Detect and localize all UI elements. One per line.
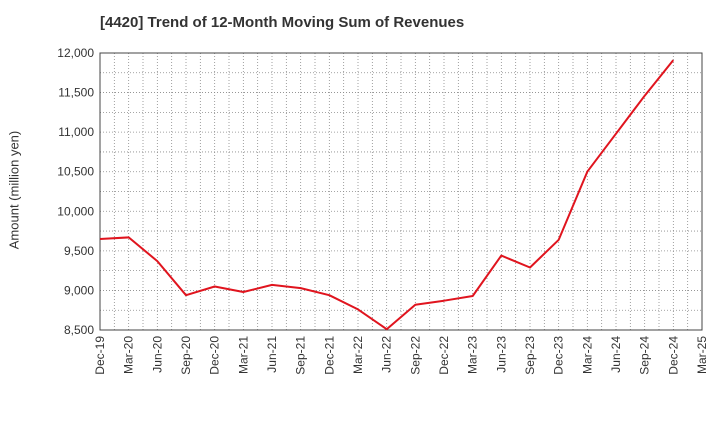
x-tick-label: Sep-20 <box>179 336 193 375</box>
y-tick-label: 10,000 <box>57 204 94 218</box>
x-tick-label: Dec-22 <box>437 336 451 375</box>
series-layer <box>99 59 675 331</box>
chart-title: [4420] Trend of 12-Month Moving Sum of R… <box>100 14 465 31</box>
x-tick-label: Sep-24 <box>638 336 652 375</box>
y-tick-label: 10,500 <box>57 165 94 179</box>
x-tick-label: Dec-19 <box>93 336 107 375</box>
x-tick-label: Jun-20 <box>150 336 164 373</box>
grid-lines <box>100 53 702 330</box>
x-tick-label: Jun-23 <box>494 336 508 373</box>
x-tick-label: Sep-22 <box>408 336 422 375</box>
y-tick-label: 11,500 <box>58 86 94 100</box>
x-tick-label: Mar-22 <box>351 336 365 374</box>
y-tick-label: 9,500 <box>64 244 94 258</box>
x-tick-label: Sep-21 <box>294 336 308 375</box>
x-tick-label: Jun-22 <box>380 336 394 373</box>
x-tick-label: Mar-23 <box>466 336 480 374</box>
series-line <box>99 59 675 331</box>
plot-area <box>99 52 703 331</box>
x-tick-label: Jun-21 <box>265 336 279 373</box>
x-axis-ticks: Dec-19 Mar-20 Jun-20 Sep-20 Dec-20 Mar-21 Jun-… <box>93 336 709 375</box>
x-tick-label: Jun-24 <box>609 336 623 373</box>
y-tick-label: 8,500 <box>64 323 94 337</box>
x-tick-label: Dec-20 <box>208 336 222 375</box>
y-tick-label: 12,000 <box>57 46 94 60</box>
y-tick-label: 9,000 <box>64 283 94 297</box>
x-tick-label: Dec-21 <box>322 336 336 375</box>
x-tick-label: Dec-24 <box>666 336 680 375</box>
x-tick-label: Mar-25 <box>695 336 709 374</box>
x-tick-label: Sep-23 <box>523 336 537 375</box>
x-tick-label: Mar-20 <box>122 336 136 374</box>
x-tick-label: Mar-21 <box>236 336 250 374</box>
y-tick-label: 11,000 <box>58 125 94 139</box>
y-axis-ticks: 8,500 9,000 9,500 10,000 10,500 11,000 11,500 1… <box>57 46 94 337</box>
x-tick-label: Dec-23 <box>552 336 566 375</box>
x-tick-label: Mar-24 <box>580 336 594 374</box>
